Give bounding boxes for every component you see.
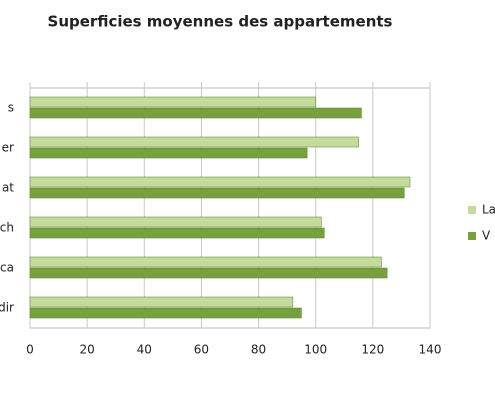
x-tick-label: 100 (304, 343, 327, 357)
x-tick-label: 80 (251, 343, 266, 357)
legend-label: La (482, 203, 495, 217)
bar (29, 256, 382, 268)
y-tick-label: dir (0, 301, 14, 315)
y-tick-label: er (2, 141, 14, 155)
bar (29, 147, 308, 159)
plot-area (29, 87, 431, 329)
bar (29, 227, 325, 239)
legend-swatch (468, 232, 476, 240)
legend-swatch (468, 206, 476, 214)
bar (29, 267, 388, 279)
y-tick-label: at (2, 181, 14, 195)
y-tick-label: ca (0, 261, 14, 275)
bar (29, 136, 359, 148)
x-tick-label: 120 (361, 343, 384, 357)
y-tick-label: s (8, 101, 14, 115)
x-tick-label: 20 (80, 343, 95, 357)
bar (29, 216, 322, 228)
bar (29, 107, 362, 119)
chart-title: Superficies moyennes des appartements (48, 13, 393, 31)
y-tick-label: ch (0, 221, 14, 235)
x-tick-label: 0 (26, 343, 34, 357)
bar (29, 96, 316, 108)
bar (29, 176, 411, 188)
x-tick-label: 140 (419, 343, 442, 357)
bar (29, 296, 294, 308)
bar (29, 187, 405, 199)
legend-label: V (482, 229, 491, 243)
x-tick-label: 60 (194, 343, 209, 357)
bar (29, 307, 302, 319)
x-tick-label: 40 (137, 343, 152, 357)
